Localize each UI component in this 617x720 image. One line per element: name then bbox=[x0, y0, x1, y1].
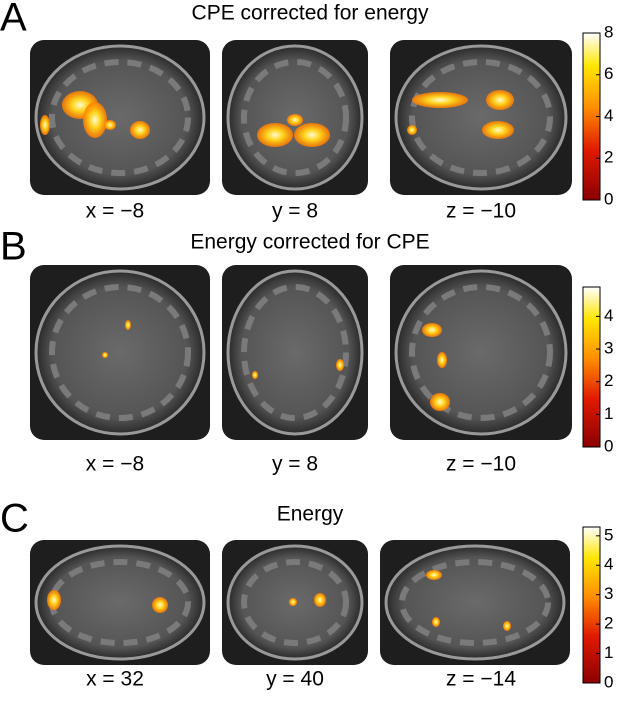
panel-title: Energy bbox=[277, 503, 344, 526]
colorbar-tick-label: 6 bbox=[604, 64, 613, 83]
brain-tissue bbox=[399, 559, 551, 646]
activation bbox=[47, 590, 61, 610]
colorbar-tick-label: 2 bbox=[604, 614, 613, 633]
slice-label: x = −8 bbox=[86, 453, 144, 476]
colorbar-tick-label: 3 bbox=[604, 339, 613, 358]
activation bbox=[314, 593, 326, 607]
colorbar bbox=[582, 526, 601, 684]
brain-slice bbox=[30, 40, 210, 195]
colorbar-tick-label: 4 bbox=[604, 306, 613, 325]
colorbar bbox=[582, 286, 601, 448]
slice-label: z = −14 bbox=[446, 668, 516, 691]
activation bbox=[252, 371, 258, 379]
activation bbox=[257, 123, 293, 147]
colorbar-tick-label: 1 bbox=[604, 404, 613, 423]
colorbar-tick-label: 4 bbox=[604, 555, 613, 574]
colorbar-tick-label: 0 bbox=[604, 436, 613, 455]
activation bbox=[294, 123, 330, 147]
activation bbox=[482, 121, 514, 139]
brain bbox=[394, 269, 568, 436]
brain-tissue bbox=[409, 284, 553, 421]
activation bbox=[289, 598, 297, 606]
activation bbox=[104, 120, 116, 130]
brain bbox=[34, 544, 206, 661]
colorbar-tick-label: 1 bbox=[604, 643, 613, 662]
brain-tissue bbox=[241, 59, 349, 176]
panel-letter: B bbox=[0, 225, 27, 269]
activation bbox=[83, 102, 107, 138]
panel-title: CPE corrected for energy bbox=[192, 2, 429, 25]
colorbar-tick-label: 8 bbox=[604, 22, 613, 41]
panel-letter: A bbox=[0, 0, 27, 40]
brain bbox=[34, 44, 206, 191]
brain-tissue bbox=[241, 559, 349, 646]
activation bbox=[430, 393, 450, 411]
activation bbox=[422, 323, 442, 337]
activation bbox=[407, 125, 417, 135]
brain-slice bbox=[390, 265, 572, 440]
slice-label: y = 8 bbox=[272, 453, 318, 476]
brain bbox=[34, 269, 206, 436]
brain-slice bbox=[30, 540, 210, 665]
activation bbox=[437, 352, 447, 368]
colorbar-tick-label: 2 bbox=[604, 371, 613, 390]
brain-slice bbox=[380, 540, 570, 665]
activation bbox=[412, 92, 468, 108]
slice-label: z = −10 bbox=[446, 200, 516, 223]
brain-slice bbox=[390, 40, 572, 195]
colorbar-tick-label: 5 bbox=[604, 525, 613, 544]
panel-letter: C bbox=[0, 497, 29, 541]
brain-tissue bbox=[49, 284, 191, 421]
activation bbox=[426, 570, 442, 580]
colorbar-tick-label: 3 bbox=[604, 584, 613, 603]
activation bbox=[287, 114, 303, 126]
slice-label: y = 8 bbox=[272, 200, 318, 223]
colorbar-tick-label: 4 bbox=[604, 106, 613, 125]
panel-title: Energy corrected for CPE bbox=[190, 231, 429, 254]
activation bbox=[125, 320, 131, 330]
brain-slice bbox=[222, 265, 368, 440]
brain-tissue bbox=[409, 59, 553, 176]
brain bbox=[226, 269, 364, 436]
brain-tissue bbox=[49, 59, 191, 176]
activation bbox=[503, 621, 511, 631]
brain-tissue bbox=[241, 284, 349, 421]
brain-slice bbox=[30, 265, 210, 440]
activation bbox=[152, 597, 168, 613]
slice-label: x = −8 bbox=[86, 200, 144, 223]
activation bbox=[102, 352, 108, 358]
slice-label: x = 32 bbox=[86, 668, 144, 691]
colorbar-tick-label: 0 bbox=[604, 189, 613, 208]
activation bbox=[432, 617, 440, 627]
activation bbox=[486, 90, 514, 110]
activation bbox=[130, 121, 150, 139]
slice-label: y = 40 bbox=[266, 668, 324, 691]
colorbar-tick-label: 2 bbox=[604, 148, 613, 167]
activation bbox=[336, 359, 344, 371]
brain bbox=[384, 544, 566, 661]
brain bbox=[394, 44, 568, 191]
colorbar-tick-label: 0 bbox=[604, 672, 613, 691]
slice-label: z = −10 bbox=[446, 453, 516, 476]
activation bbox=[40, 115, 50, 135]
